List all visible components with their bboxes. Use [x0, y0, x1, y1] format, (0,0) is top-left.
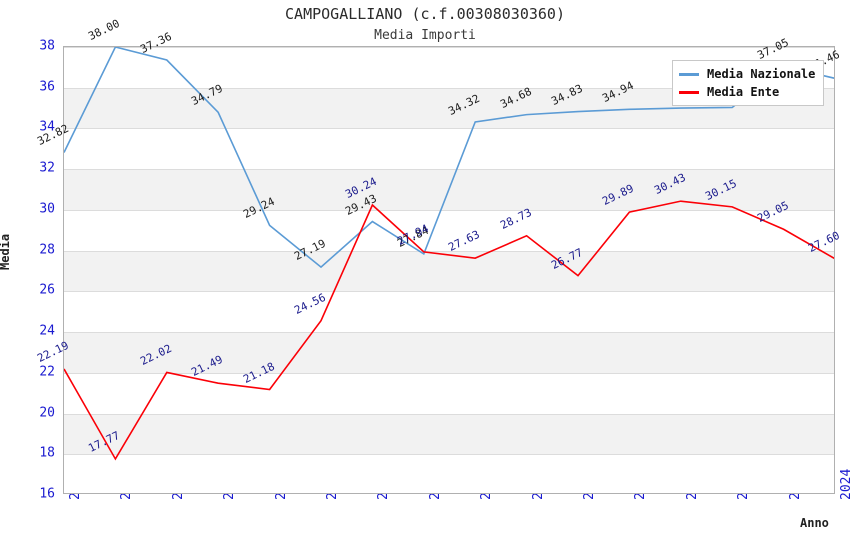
chart-title: CAMPOGALLIANO (c.f.00308030360): [285, 5, 565, 23]
plot-band: [64, 250, 834, 292]
chart-legend[interactable]: Media Nazionale Media Ente: [672, 60, 825, 106]
plot-area: [63, 46, 835, 494]
gridline: [64, 250, 834, 252]
x-axis-title: Anno: [800, 516, 829, 530]
legend-item-media-ente[interactable]: Media Ente: [679, 83, 815, 101]
legend-item-media-nazionale[interactable]: Media Nazionale: [679, 65, 815, 83]
gridline: [64, 209, 834, 211]
gridline: [64, 332, 834, 334]
gridline: [64, 169, 834, 171]
y-tick-label: 24: [39, 323, 55, 339]
x-tick-label: 2024: [839, 468, 850, 500]
series-line-media-nazionale: [64, 47, 834, 269]
y-tick-label: 28: [39, 242, 55, 258]
chart-subtitle: Media Importi: [374, 28, 476, 43]
gridline: [64, 291, 834, 293]
y-tick-label: 18: [39, 445, 55, 461]
y-tick-label: 26: [39, 282, 55, 298]
y-tick-label: 30: [39, 201, 55, 217]
plot-band: [64, 332, 834, 373]
y-axis-title: Media: [0, 233, 12, 270]
gridline: [64, 372, 834, 374]
gridline: [64, 413, 834, 415]
y-tick-label: 20: [39, 405, 55, 421]
gridline: [64, 87, 834, 89]
legend-label-media-ente: Media Ente: [707, 85, 780, 99]
series-line-media-ente: [64, 200, 834, 461]
y-tick-label: 38: [39, 38, 55, 54]
gridline: [64, 47, 834, 48]
legend-swatch-media-nazionale: [679, 72, 699, 76]
legend-swatch-media-ente: [679, 90, 699, 94]
y-tick-label: 36: [39, 79, 55, 95]
gridline: [64, 128, 834, 130]
y-tick-label: 32: [39, 160, 55, 176]
gridline: [64, 454, 834, 456]
y-tick-label: 16: [39, 486, 55, 502]
y-tick-label: 34: [39, 119, 55, 135]
y-tick-label: 22: [39, 364, 55, 380]
series-lines: [64, 47, 834, 461]
legend-label-media-nazionale: Media Nazionale: [707, 67, 816, 81]
plot-band: [64, 413, 834, 455]
